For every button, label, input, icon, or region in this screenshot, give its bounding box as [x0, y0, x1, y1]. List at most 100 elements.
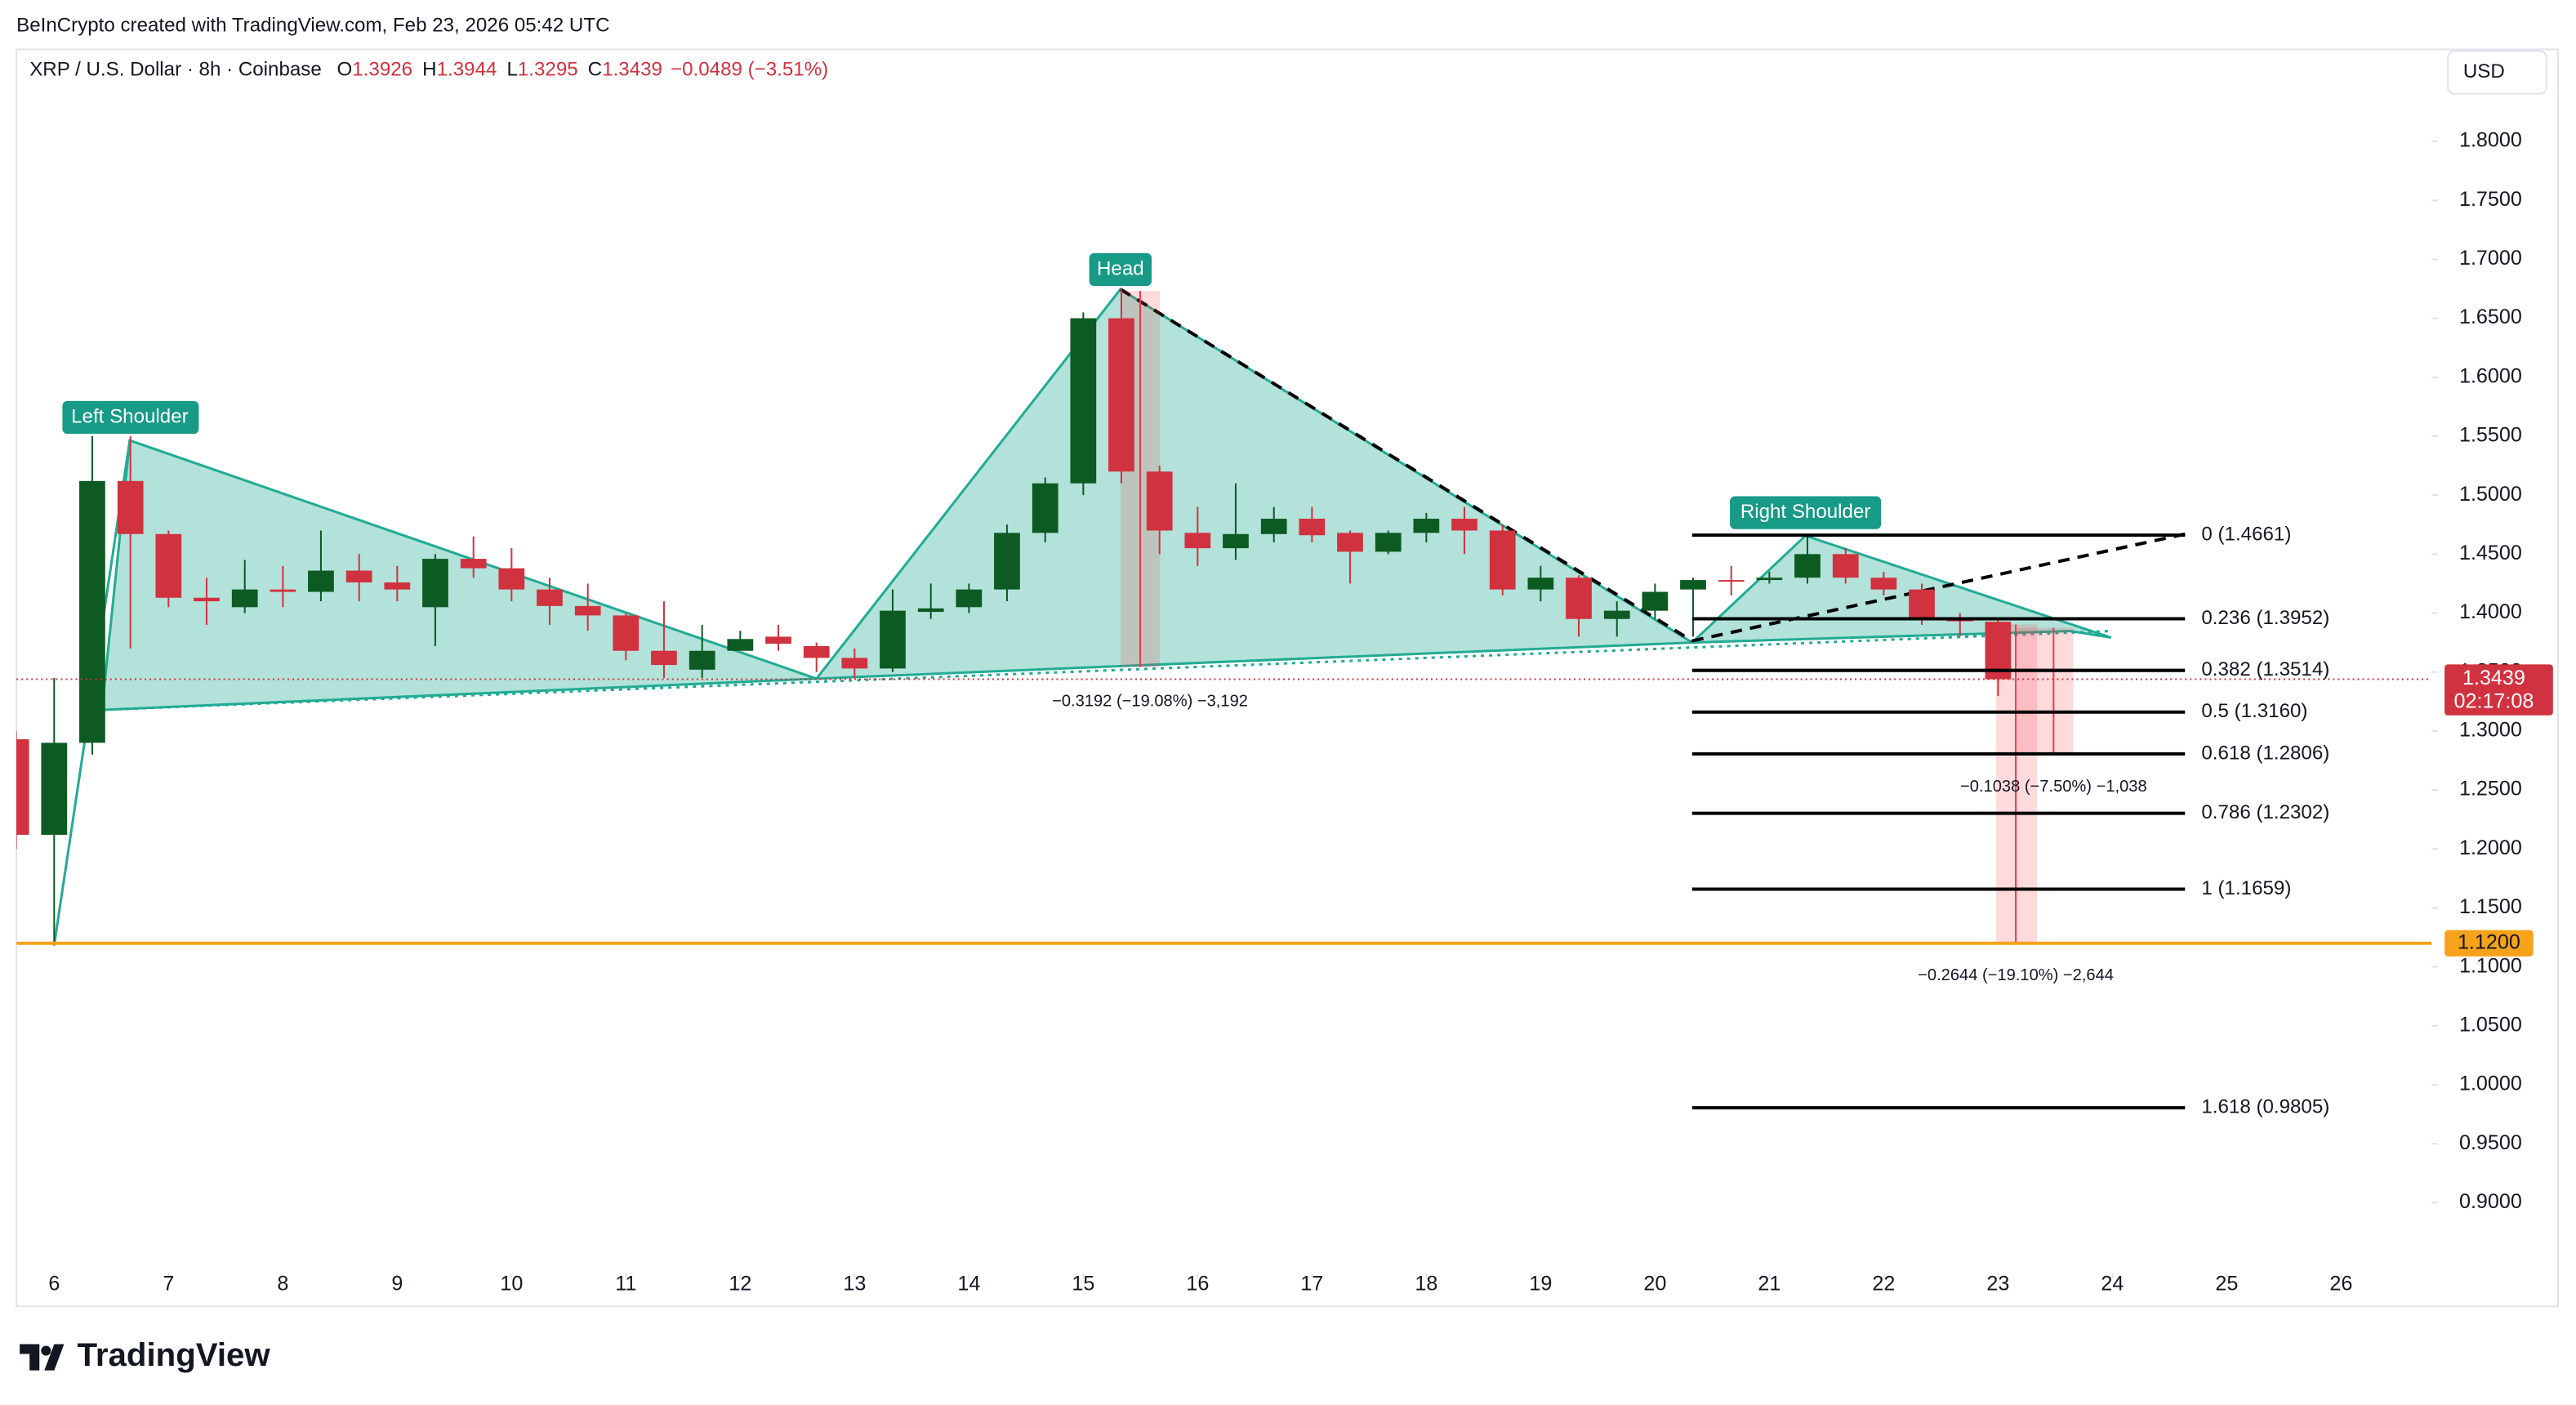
candle-body: [1146, 471, 1173, 531]
candle-body: [880, 610, 906, 669]
candle-body: [231, 589, 258, 608]
x-tick-label: 19: [1529, 1273, 1552, 1296]
y-tick-label: 0.9500: [2459, 1131, 2522, 1154]
head-area: [813, 288, 1696, 680]
candle-body: [727, 639, 754, 651]
x-tick-label: 12: [729, 1273, 751, 1296]
x-tick-label: 15: [1072, 1273, 1094, 1296]
label-box: [1730, 496, 1882, 529]
candle-body: [1680, 580, 1706, 590]
candle-body: [1032, 483, 1058, 533]
x-tick-label: 25: [2215, 1273, 2238, 1296]
header: BeInCrypto created with TradingView.com,…: [16, 15, 609, 37]
plot-area: [16, 288, 2431, 1110]
candle-body: [1223, 533, 1249, 549]
candle-body: [651, 650, 677, 666]
candle-body: [345, 570, 372, 582]
candle-body: [270, 589, 296, 592]
candle-body: [1184, 533, 1211, 549]
footer: TradingView: [78, 1336, 271, 1373]
candle-body: [498, 568, 525, 590]
candle-body: [1603, 610, 1630, 619]
legend-value: 1.3295: [518, 59, 578, 81]
fib-label: 1 (1.1659): [2201, 877, 2291, 899]
trend-line: [1119, 288, 1693, 643]
measure-label: −0.2644 (−19.10%) −2,644: [1918, 966, 2114, 984]
y-tick-label: 1.6500: [2459, 306, 2522, 328]
frame: [16, 48, 2559, 1308]
legend-value: 1.3926: [352, 59, 412, 81]
annotation: Right Shoulder: [1740, 501, 1871, 523]
candle-body: [384, 582, 411, 590]
candle-body: [1260, 519, 1287, 534]
x-tick-label: 22: [1872, 1273, 1895, 1296]
y-tick-label: 1.4500: [2459, 542, 2522, 564]
x-tick-label: 18: [1415, 1273, 1437, 1296]
candle-body: [994, 533, 1020, 590]
candle-body: [117, 480, 144, 534]
y-tick-label: 1.0000: [2459, 1073, 2522, 1095]
x-tick-label: 16: [1186, 1273, 1209, 1296]
y-tick-label: 1.7500: [2459, 188, 2522, 211]
candle-body: [1794, 554, 1821, 578]
symbol-legend: XRP / U.S. Dollar · 8h · Coinbase O1.392…: [29, 59, 828, 81]
x-tick-label: 9: [391, 1273, 403, 1296]
x-tick-label: 26: [2329, 1273, 2352, 1296]
y-tick-label: 1.6000: [2459, 364, 2522, 387]
candle-body: [308, 570, 334, 592]
currency[interactable]: USD: [2463, 60, 2505, 83]
candle-body: [1375, 533, 1402, 552]
price-label: 1.1200: [2458, 930, 2520, 953]
candle-body: [1642, 591, 1669, 611]
x-tick-label: 17: [1300, 1273, 1323, 1296]
y-tick-label: 1.7000: [2459, 247, 2522, 270]
candle-body: [1070, 318, 1097, 484]
label-box: [62, 400, 199, 435]
x-tick-label: 11: [615, 1273, 636, 1296]
x-tick-label: 21: [1758, 1273, 1780, 1296]
x-tick-label: 8: [277, 1273, 288, 1296]
y-tick-label: 1.1000: [2459, 954, 2522, 977]
fib-label: 0.5 (1.3160): [2201, 700, 2307, 722]
y-tick-label: 1.5000: [2459, 483, 2522, 506]
currency-box[interactable]: [2447, 50, 2547, 95]
x-tick-label: 20: [1643, 1273, 1666, 1296]
candle-body: [1299, 519, 1326, 536]
legend-key: O: [337, 59, 353, 81]
fib-label: 0 (1.4661): [2201, 523, 2291, 545]
candle-body: [765, 636, 791, 645]
x-tick-label: 14: [957, 1273, 980, 1296]
legend-value: 1.3944: [437, 59, 497, 81]
symbol-title: XRP / U.S. Dollar · 8h · Coinbase: [29, 59, 322, 81]
candles: [16, 288, 2012, 946]
annotation: Left Shoulder: [71, 405, 189, 427]
trend-line: [1691, 532, 2186, 643]
candle-body: [41, 743, 68, 835]
fib-label: 0.786 (1.2302): [2201, 801, 2329, 823]
candle-body: [422, 559, 448, 608]
candle-body: [574, 605, 601, 616]
candle-body: [1413, 519, 1440, 533]
measure-label: −0.3192 (−19.08%) −3,192: [1052, 692, 1248, 710]
candle-body: [1527, 578, 1554, 590]
legend-change: −0.0489 (−3.51%): [671, 59, 828, 81]
countdown: 02:17:08: [2454, 689, 2534, 712]
y-tick-label: 1.8000: [2459, 129, 2522, 152]
candle-body: [155, 533, 182, 598]
neckline: [101, 629, 2111, 711]
annotation: Head: [1097, 257, 1144, 279]
logo-mark: [41, 1345, 51, 1356]
candle-body: [841, 658, 868, 669]
x-tick-label: 23: [1986, 1273, 2009, 1296]
candle-body: [1870, 578, 1897, 590]
candle-body: [1909, 589, 1935, 619]
measure-box: [2017, 627, 2074, 753]
candle-body: [1337, 533, 1363, 552]
candle-body: [460, 559, 487, 569]
x-tick-label: 7: [163, 1273, 174, 1296]
candle-body: [1489, 530, 1516, 590]
last-price: 1.3439: [2462, 667, 2525, 689]
y-tick-label: 1.3000: [2459, 719, 2522, 742]
candle-body: [79, 480, 105, 743]
